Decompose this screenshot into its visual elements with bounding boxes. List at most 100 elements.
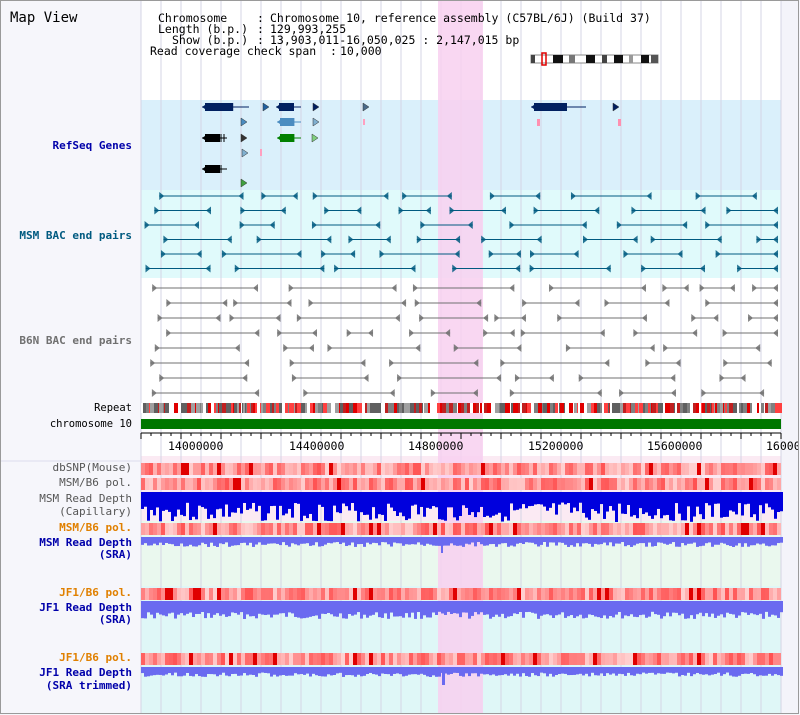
msm-pol-strip [641, 478, 645, 490]
msm-pol-strip [665, 478, 669, 490]
msm-bac-label[interactable]: MSM BAC end pairs [19, 229, 132, 242]
jf1-trim-label[interactable]: JF1 Read Depth [39, 666, 132, 679]
chromosome-label[interactable]: chromosome 10 [49, 418, 132, 430]
msm-pol-strip [517, 478, 521, 490]
dbsnp-strip [725, 463, 729, 475]
msm-capillary-depth-bar [201, 492, 204, 508]
msm-b6-pol-sra-label[interactable]: MSM/B6 pol. [59, 521, 132, 534]
msm-pol-strip [385, 478, 389, 490]
jf1-pol-trim-strip [169, 653, 173, 665]
b6n-bac-label[interactable]: B6N BAC end pairs [19, 334, 132, 347]
msm-b6-pol-label[interactable]: MSM/B6 pol. [59, 476, 132, 489]
msm-pol-sra-strip [681, 523, 685, 535]
jf1-trim-depth-bar [720, 667, 723, 676]
jf1-b6-pol-trim-label[interactable]: JF1/B6 pol. [59, 651, 132, 664]
ideogram-band [531, 55, 535, 63]
msm-capillary-depth-bar [540, 492, 543, 505]
jf1-depth-bar [597, 601, 600, 618]
jf1-depth-label[interactable]: JF1 Read Depth [39, 601, 132, 614]
msm-pol-sra-strip [149, 523, 153, 535]
jf1-pol-trim-strip [701, 653, 705, 665]
repeat-block [464, 403, 465, 413]
msm-depth-capillary-label[interactable]: MSM Read Depth [39, 492, 132, 505]
msm-pol-sra-strip [577, 523, 581, 535]
msm-pol-sra-strip [501, 523, 505, 535]
repeat-block [465, 403, 467, 413]
msm-pol-strip [605, 478, 609, 490]
jf1-trim-depth-bar [591, 667, 594, 673]
msm-bac-pair [145, 264, 151, 273]
msm-pol-sra-strip [749, 523, 753, 535]
jf1-pol-trim-strip [345, 653, 349, 665]
jf1-b6-pol-label[interactable]: JF1/B6 pol. [59, 586, 132, 599]
dbsnp-label[interactable]: dbSNP(Mouse) [52, 461, 132, 474]
msm-sra-depth-bar [444, 537, 447, 546]
refseq-genes-label[interactable]: RefSeq Genes [52, 139, 132, 152]
msm-capillary-depth-bar [396, 492, 399, 516]
msm-sra-depth-bar [570, 537, 573, 546]
jf1-pol-trim-strip [469, 653, 473, 665]
repeat-block [779, 403, 782, 413]
msm-pol-sra-strip [441, 523, 445, 535]
jf1-trim-depth-bar [615, 667, 618, 676]
msm-bac-pair [160, 250, 166, 258]
msm-sra-depth-bar [351, 537, 354, 543]
repeat-block [362, 403, 365, 413]
jf1-pol-strip [225, 588, 229, 600]
msm-depth-sra-sublabel: (SRA) [98, 548, 132, 561]
msm-capillary-depth-bar [552, 492, 555, 504]
repeat-block [301, 403, 305, 413]
msm-capillary-depth-bar [618, 492, 621, 504]
repeat-block [377, 403, 381, 413]
msm-capillary-depth-bar [228, 492, 231, 517]
jf1-trim-depth-bar [585, 667, 588, 674]
repeat-block [231, 403, 233, 413]
b6n-bac-pair [509, 329, 515, 337]
b6n-bac-pair [699, 284, 705, 292]
msm-depth-sra-label[interactable]: MSM Read Depth [39, 536, 132, 549]
jf1-pol-trim-strip [489, 653, 493, 665]
msm-sra-depth-bar [435, 537, 438, 546]
msm-capillary-depth-bar [633, 492, 636, 516]
repeat-label[interactable]: Repeat [94, 402, 132, 414]
jf1-pol-trim-strip [205, 653, 209, 665]
jf1-pol-strip [517, 588, 521, 600]
b6n-bac-pair [663, 344, 669, 352]
b6n-bac-pair [233, 299, 239, 307]
msm-pol-strip [285, 478, 289, 490]
jf1-depth-bar [603, 601, 606, 616]
msm-bac-pair [334, 264, 340, 273]
b6n-bac-pair [640, 284, 646, 292]
repeat-block [289, 403, 291, 413]
jf1-pol-trim-strip [473, 653, 477, 665]
msm-sra-depth-bar [237, 537, 240, 546]
b6n-bac-pair [277, 329, 283, 337]
msm-pol-sra-strip [237, 523, 241, 535]
msm-bac-pair [700, 206, 706, 215]
jf1-trim-depth-bar [237, 667, 240, 676]
msm-capillary-depth-bar [615, 492, 618, 522]
repeat-block [245, 403, 246, 413]
msm-sra-depth-bar [555, 537, 558, 546]
jf1-pol-strip [481, 588, 485, 600]
msm-capillary-depth-bar [249, 492, 252, 509]
msm-capillary-depth-bar [288, 492, 291, 509]
jf1-depth-bar [207, 601, 210, 614]
jf1-depth-bar [204, 601, 207, 619]
jf1-trim-depth-bar [723, 667, 726, 675]
msm-sra-depth-bar [606, 537, 609, 546]
jf1-trim-depth-bar [324, 667, 327, 677]
ideogram-band [569, 55, 575, 63]
msm-sra-depth-bar [150, 537, 153, 546]
msm-pol-strip [313, 478, 317, 490]
jf1-depth-bar [210, 601, 213, 618]
jf1-depth-bar [675, 601, 678, 613]
msm-capillary-depth-bar [372, 492, 375, 508]
msm-pol-sra-strip [241, 523, 245, 535]
refseq-gene [311, 133, 319, 143]
msm-pol-sra-strip [269, 523, 273, 535]
jf1-trim-depth-bar [261, 667, 264, 673]
msm-sra-depth-bar [738, 537, 741, 544]
b6n-bac-pair [520, 314, 526, 322]
